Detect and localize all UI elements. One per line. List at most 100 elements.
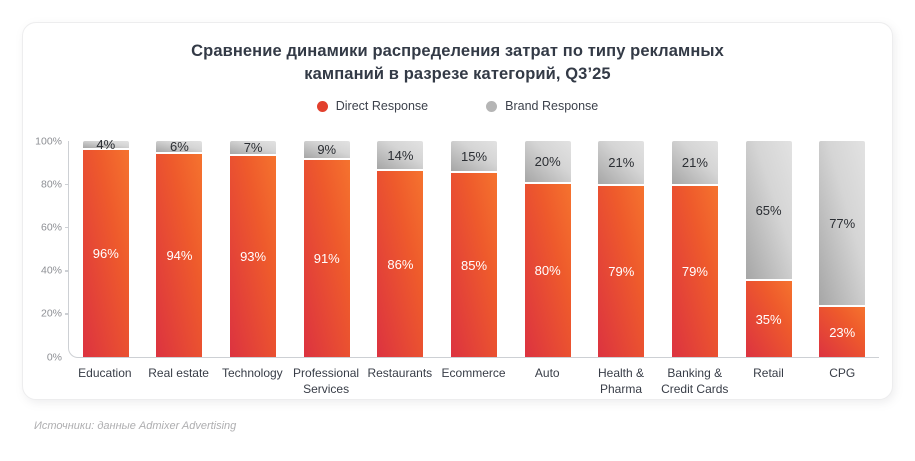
- brand-value-label: 4%: [96, 136, 116, 152]
- y-axis-tick: [65, 226, 69, 229]
- legend-label: Direct Response: [335, 99, 429, 113]
- bar-segment-brand-response: 15%: [451, 141, 498, 174]
- bar-segment-brand-response: 77%: [819, 141, 866, 308]
- bar-column: 21% 79%: [658, 141, 732, 357]
- bar-segment-brand-response: 14%: [377, 141, 424, 172]
- bar-segment-direct-response: 94%: [156, 153, 203, 357]
- chart-title: Сравнение динамики распределения затрат …: [23, 40, 892, 86]
- bar-segment-brand-response: 21%: [671, 141, 718, 187]
- direct-value-label: 80%: [534, 263, 561, 279]
- bar-segment-brand-response: 65%: [745, 141, 792, 282]
- bar-segment-direct-response: 79%: [671, 186, 718, 357]
- brand-value-label: 9%: [317, 142, 337, 158]
- bar-segment-direct-response: 23%: [819, 307, 866, 357]
- bar-column: 6% 94%: [143, 138, 217, 357]
- bar-column: 20% 80%: [511, 141, 585, 357]
- category-label: Ecommerce: [441, 366, 506, 380]
- bar-column: 14% 86%: [364, 141, 438, 357]
- brand-value-label: 21%: [608, 155, 635, 171]
- bar-column: 9% 91%: [290, 141, 364, 357]
- bar-segment-direct-response: 35%: [745, 281, 792, 357]
- stacked-bar: 14% 86%: [377, 141, 424, 357]
- y-axis-tick: [65, 270, 69, 272]
- brand-value-label: 7%: [243, 140, 263, 156]
- bar-segment-brand-response: 20%: [524, 141, 571, 185]
- bar-segment-brand-response: 9%: [303, 141, 350, 161]
- category-label: Professional Services: [293, 366, 360, 396]
- stacked-bar: 9% 91%: [303, 141, 350, 357]
- category-label: Auto: [534, 366, 560, 380]
- chart-legend: Direct Response Brand Response: [23, 99, 892, 113]
- direct-value-label: 23%: [829, 324, 856, 340]
- chart-title-line-1: Сравнение динамики распределения затрат …: [191, 42, 724, 60]
- direct-response-dot-icon: [316, 100, 328, 112]
- brand-value-label: 14%: [387, 147, 414, 163]
- bar-segment-direct-response: 91%: [303, 160, 350, 357]
- direct-value-label: 96%: [92, 245, 119, 261]
- direct-value-label: 93%: [240, 249, 267, 265]
- brand-value-label: 15%: [461, 148, 488, 164]
- stacked-bar: 6% 94%: [156, 138, 203, 357]
- direct-value-label: 85%: [461, 257, 488, 273]
- brand-value-label: 21%: [681, 155, 708, 171]
- brand-response-dot-icon: [486, 100, 498, 112]
- legend-label: Brand Response: [505, 99, 599, 113]
- bar-segment-direct-response: 93%: [230, 156, 277, 357]
- direct-value-label: 94%: [166, 247, 193, 263]
- bar-column: 77% 23%: [805, 141, 879, 357]
- category-label: Real estate: [148, 366, 209, 380]
- stacked-bar: 21% 79%: [671, 141, 718, 357]
- stacked-bar: 77% 23%: [819, 141, 866, 357]
- category-label: Retail: [753, 366, 784, 380]
- y-axis-label: 60%: [40, 221, 62, 234]
- y-axis-label: 80%: [40, 177, 62, 190]
- bar-segment-brand-response: 7%: [230, 140, 277, 157]
- y-axis-label: 0%: [46, 350, 62, 363]
- stacked-bar: 20% 80%: [524, 141, 571, 357]
- bar-segment-direct-response: 86%: [377, 171, 424, 357]
- legend-item-direct-response: Direct Response: [316, 99, 429, 113]
- bar-segment-brand-response: 21%: [598, 141, 645, 187]
- bar-segment-direct-response: 80%: [524, 184, 571, 357]
- x-axis-labels: Education Real estate Technology Profession…: [68, 365, 879, 397]
- direct-value-label: 91%: [313, 251, 340, 267]
- stacked-bar: 4% 96%: [82, 136, 129, 357]
- chart-card: Сравнение динамики распределения затрат …: [22, 22, 893, 400]
- brand-value-label: 20%: [534, 154, 561, 170]
- category-label: Banking & Credit Cards: [661, 366, 729, 396]
- brand-value-label: 65%: [755, 202, 782, 218]
- plot-area: 0% 20% 40% 60% 80% 100% 4% 96% 6% 94% 7% 93% 9% 91% 14…: [35, 136, 879, 362]
- chart-area: 0% 20% 40% 60% 80% 100% 4% 96% 6% 94% 7% 93% 9% 91% 14…: [35, 136, 879, 397]
- legend-item-brand-response: Brand Response: [486, 99, 598, 113]
- y-axis-label: 40%: [40, 264, 62, 277]
- bar-column: 21% 79%: [584, 141, 658, 357]
- direct-value-label: 79%: [608, 264, 635, 280]
- brand-value-label: 6%: [170, 138, 189, 154]
- category-label: Health & Pharma: [597, 366, 645, 396]
- stacked-bar: 21% 79%: [598, 141, 645, 357]
- y-axis-tick: [65, 183, 69, 186]
- source-note: Источники: данные Admixer Advertising: [34, 420, 237, 432]
- bar-segment-direct-response: 79%: [598, 186, 645, 357]
- bar-column: 15% 85%: [437, 141, 511, 357]
- chart-title-line-2: кампаний в разрезе категорий, Q3’25: [304, 65, 611, 83]
- bar-segment-direct-response: 96%: [82, 149, 129, 357]
- direct-value-label: 79%: [681, 264, 708, 280]
- category-label: Education: [78, 366, 132, 380]
- stacked-bar: 7% 93%: [230, 140, 277, 357]
- bar-column: 65% 35%: [732, 141, 806, 357]
- y-axis-label: 100%: [35, 134, 62, 147]
- bar-column: 7% 93%: [216, 141, 290, 357]
- category-label: CPG: [829, 366, 856, 380]
- bar-segment-brand-response: 4%: [82, 136, 129, 152]
- brand-value-label: 77%: [829, 215, 856, 231]
- y-axis-label: 20%: [40, 307, 62, 320]
- bar-column: 4% 96%: [69, 136, 143, 357]
- stacked-bar: 15% 85%: [451, 141, 498, 357]
- bar-segment-brand-response: 6%: [156, 138, 203, 154]
- stacked-bar: 65% 35%: [745, 141, 792, 357]
- direct-value-label: 35%: [755, 311, 782, 327]
- y-axis-tick: [65, 313, 69, 315]
- bar-segment-direct-response: 85%: [451, 173, 498, 357]
- category-label: Technology: [221, 366, 283, 380]
